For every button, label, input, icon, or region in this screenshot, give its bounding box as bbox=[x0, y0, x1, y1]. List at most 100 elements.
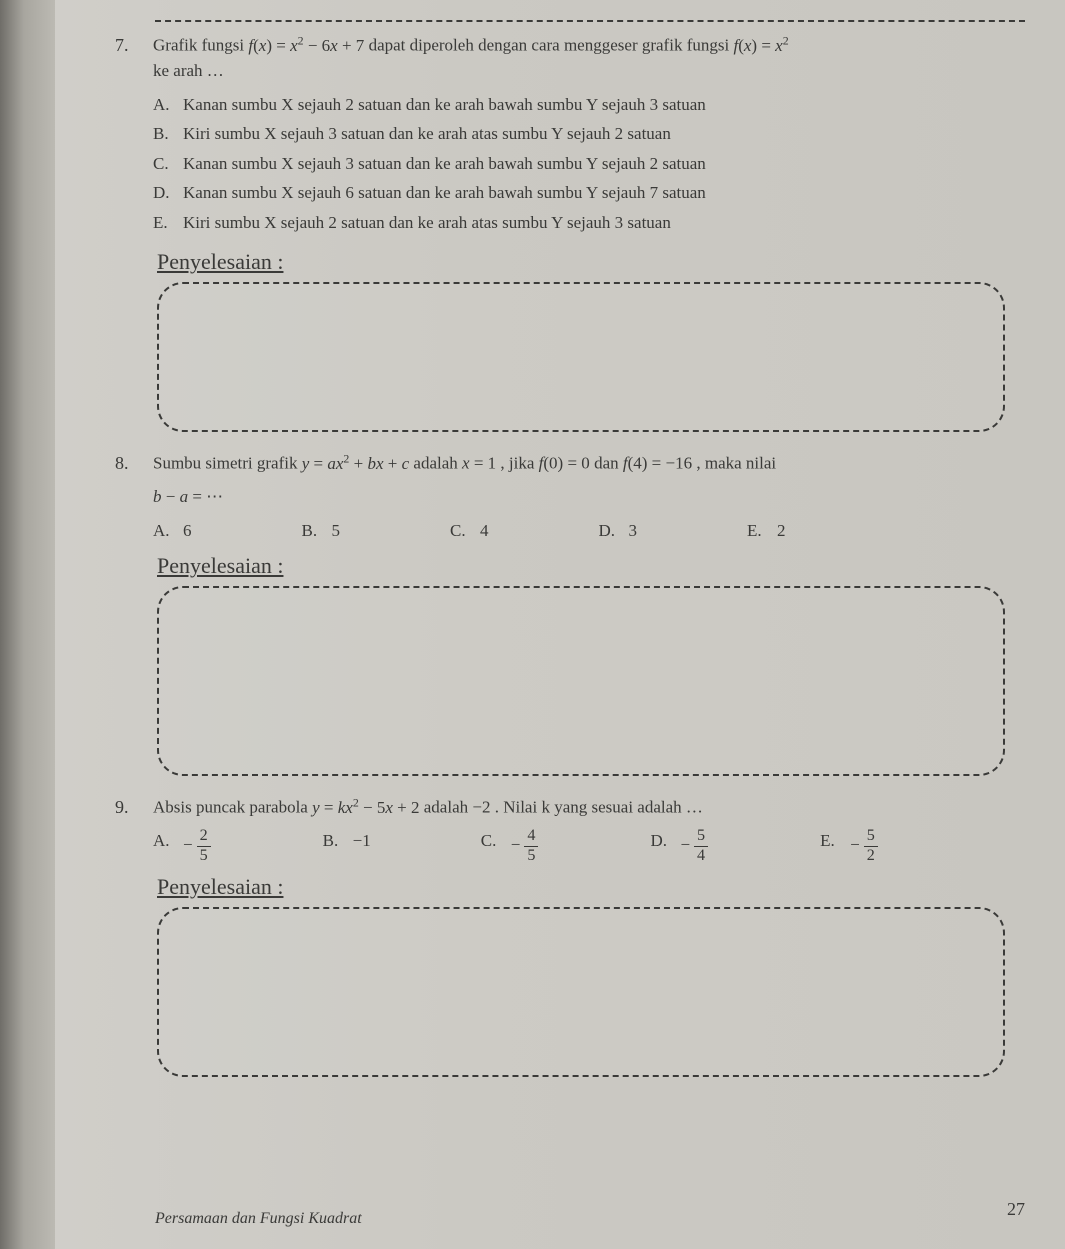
options-row: A. 6 B. 5 C. 4 D. 3 E. 2 bbox=[153, 518, 1025, 544]
option: E. −52 bbox=[820, 828, 880, 863]
option-letter: C. bbox=[481, 828, 511, 863]
option-letter: D. bbox=[153, 180, 183, 206]
option-letter: D. bbox=[650, 828, 680, 863]
stem-math: f(0) = 0 bbox=[539, 454, 590, 473]
option-letter: E. bbox=[747, 518, 777, 544]
denominator: 5 bbox=[197, 847, 211, 864]
stem-text: Sumbu simetri grafik bbox=[153, 454, 302, 473]
stem-text: adalah −2 . Nilai k yang sesuai adalah … bbox=[424, 798, 703, 817]
option-letter: A. bbox=[153, 828, 183, 863]
work-box bbox=[157, 586, 1005, 776]
option-value: −25 bbox=[183, 828, 213, 863]
stem-text: , jika bbox=[500, 454, 538, 473]
stem-math: y = kx2 − 5x + 2 bbox=[312, 798, 419, 817]
option-text: 6 bbox=[183, 518, 192, 544]
denominator: 4 bbox=[694, 847, 708, 864]
option-letter: A. bbox=[153, 92, 183, 118]
option-letter: C. bbox=[450, 518, 480, 544]
question-9: 9. Absis puncak parabola y = kx2 − 5x + … bbox=[115, 794, 1025, 863]
option-value: −45 bbox=[511, 828, 541, 863]
option: C. 4 bbox=[450, 518, 489, 544]
numerator: 5 bbox=[864, 828, 878, 846]
option-letter: E. bbox=[820, 828, 850, 863]
work-box bbox=[157, 282, 1005, 432]
stem-text: Absis puncak parabola bbox=[153, 798, 312, 817]
stem-math: f(x) = x2 − 6x + 7 bbox=[248, 36, 364, 55]
option-text: 3 bbox=[629, 518, 638, 544]
question-stem: Sumbu simetri grafik y = ax2 + bx + c ad… bbox=[153, 450, 1025, 476]
minus-sign: − bbox=[183, 835, 193, 854]
numerator: 5 bbox=[694, 828, 708, 846]
option-text: Kiri sumbu X sejauh 2 satuan dan ke arah… bbox=[183, 210, 671, 236]
option: B. −1 bbox=[323, 828, 371, 863]
numerator: 2 bbox=[197, 828, 211, 846]
option: E. Kiri sumbu X sejauh 2 satuan dan ke a… bbox=[153, 210, 1025, 236]
options-row: A. −25 B. −1 C. −45 D. bbox=[153, 828, 1025, 863]
stem-math: x = 1 bbox=[462, 454, 496, 473]
option: D. Kanan sumbu X sejauh 6 satuan dan ke … bbox=[153, 180, 1025, 206]
stem-math: f(4) = −16 bbox=[623, 454, 692, 473]
stem-math: f(x) = x2 bbox=[733, 36, 788, 55]
page-content: 7. Grafik fungsi f(x) = x2 − 6x + 7 dapa… bbox=[55, 0, 1065, 1249]
minus-sign: − bbox=[511, 835, 521, 854]
question-stem: Absis puncak parabola y = kx2 − 5x + 2 a… bbox=[153, 794, 1025, 820]
option-letter: D. bbox=[599, 518, 629, 544]
denominator: 5 bbox=[524, 847, 538, 864]
stem-math: y = ax2 + bx + c bbox=[302, 454, 409, 473]
option: B. Kiri sumbu X sejauh 3 satuan dan ke a… bbox=[153, 121, 1025, 147]
book-binding bbox=[0, 0, 60, 1249]
question-body: Grafik fungsi f(x) = x2 − 6x + 7 dapat d… bbox=[153, 32, 1025, 239]
option-value: −1 bbox=[353, 828, 371, 863]
stem-text: dapat diperoleh dengan cara menggeser gr… bbox=[369, 36, 734, 55]
option-text: Kanan sumbu X sejauh 3 satuan dan ke ara… bbox=[183, 151, 706, 177]
options-list: A. Kanan sumbu X sejauh 2 satuan dan ke … bbox=[153, 92, 1025, 236]
option: A. Kanan sumbu X sejauh 2 satuan dan ke … bbox=[153, 92, 1025, 118]
numerator: 4 bbox=[524, 828, 538, 846]
option: D. −54 bbox=[650, 828, 710, 863]
option-letter: E. bbox=[153, 210, 183, 236]
question-8: 8. Sumbu simetri grafik y = ax2 + bx + c… bbox=[115, 450, 1025, 543]
penyelesaian-label: Penyelesaian : bbox=[157, 245, 1025, 278]
option-letter: B. bbox=[302, 518, 332, 544]
option-letter: A. bbox=[153, 518, 183, 544]
stem-text: Grafik fungsi bbox=[153, 36, 248, 55]
penyelesaian-label: Penyelesaian : bbox=[157, 549, 1025, 582]
option-text: 5 bbox=[332, 518, 341, 544]
minus-sign: − bbox=[680, 835, 690, 854]
question-number: 8. bbox=[115, 450, 153, 543]
option: A. 6 bbox=[153, 518, 192, 544]
stem-math: b − a = ⋯ bbox=[153, 487, 223, 506]
option-letter: C. bbox=[153, 151, 183, 177]
work-box bbox=[157, 907, 1005, 1077]
option-letter: B. bbox=[323, 828, 353, 863]
question-line2: b − a = ⋯ bbox=[153, 484, 1025, 510]
option-letter: B. bbox=[153, 121, 183, 147]
option-value: −54 bbox=[680, 828, 710, 863]
footer-text: Persamaan dan Fungsi Kuadrat bbox=[155, 1207, 362, 1231]
option: C. Kanan sumbu X sejauh 3 satuan dan ke … bbox=[153, 151, 1025, 177]
option-text: Kanan sumbu X sejauh 6 satuan dan ke ara… bbox=[183, 180, 706, 206]
option: B. 5 bbox=[302, 518, 341, 544]
question-body: Sumbu simetri grafik y = ax2 + bx + c ad… bbox=[153, 450, 1025, 543]
top-border bbox=[155, 20, 1025, 22]
option: C. −45 bbox=[481, 828, 541, 863]
option-text: Kiri sumbu X sejauh 3 satuan dan ke arah… bbox=[183, 121, 671, 147]
question-7: 7. Grafik fungsi f(x) = x2 − 6x + 7 dapa… bbox=[115, 32, 1025, 239]
option-value: −52 bbox=[850, 828, 880, 863]
denominator: 2 bbox=[864, 847, 878, 864]
question-stem: Grafik fungsi f(x) = x2 − 6x + 7 dapat d… bbox=[153, 32, 1025, 84]
stem-text: dan bbox=[594, 454, 623, 473]
penyelesaian-label: Penyelesaian : bbox=[157, 870, 1025, 903]
option: D. 3 bbox=[599, 518, 638, 544]
option-text: Kanan sumbu X sejauh 2 satuan dan ke ara… bbox=[183, 92, 706, 118]
option: A. −25 bbox=[153, 828, 213, 863]
stem-text: ke arah … bbox=[153, 61, 224, 80]
page-number: 27 bbox=[1007, 1196, 1025, 1223]
minus-sign: − bbox=[850, 835, 860, 854]
question-body: Absis puncak parabola y = kx2 − 5x + 2 a… bbox=[153, 794, 1025, 863]
question-number: 9. bbox=[115, 794, 153, 863]
question-number: 7. bbox=[115, 32, 153, 239]
stem-text: adalah bbox=[413, 454, 462, 473]
option-text: 4 bbox=[480, 518, 489, 544]
option: E. 2 bbox=[747, 518, 786, 544]
